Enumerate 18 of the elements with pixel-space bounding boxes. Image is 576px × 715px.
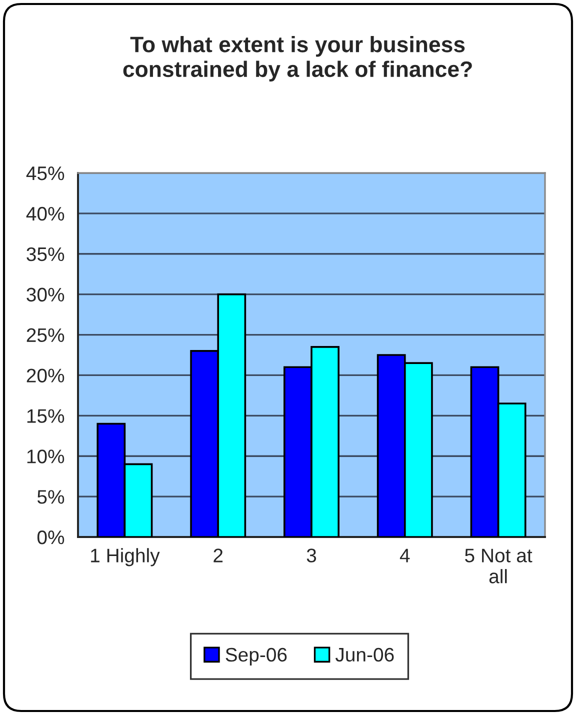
y-tick-label: 45% xyxy=(26,166,64,180)
y-tick-label: 35% xyxy=(26,247,64,262)
y-tick-label: 25% xyxy=(26,328,64,342)
x-tick-label: 4 xyxy=(400,548,410,562)
y-tick-label: 30% xyxy=(26,288,64,302)
x-tick-label: 1 Highly xyxy=(91,548,160,566)
x-tick-label: 5 Not at all xyxy=(465,548,532,584)
chart-title: To what extent is your business constrained by a lack of finance? xyxy=(123,36,472,82)
legend-label: Sep-06 xyxy=(226,648,287,666)
y-tick-label: 10% xyxy=(27,450,64,464)
x-tick-label: 2 xyxy=(214,548,223,562)
x-tick-label: 3 xyxy=(306,548,316,562)
y-tick-label: 40% xyxy=(26,206,64,221)
y-tick-label: 15% xyxy=(27,409,64,423)
y-tick-label: 0% xyxy=(37,530,64,544)
y-tick-label: 20% xyxy=(26,368,64,382)
legend-label: Jun-06 xyxy=(335,648,394,662)
y-tick-label: 5% xyxy=(37,490,64,504)
